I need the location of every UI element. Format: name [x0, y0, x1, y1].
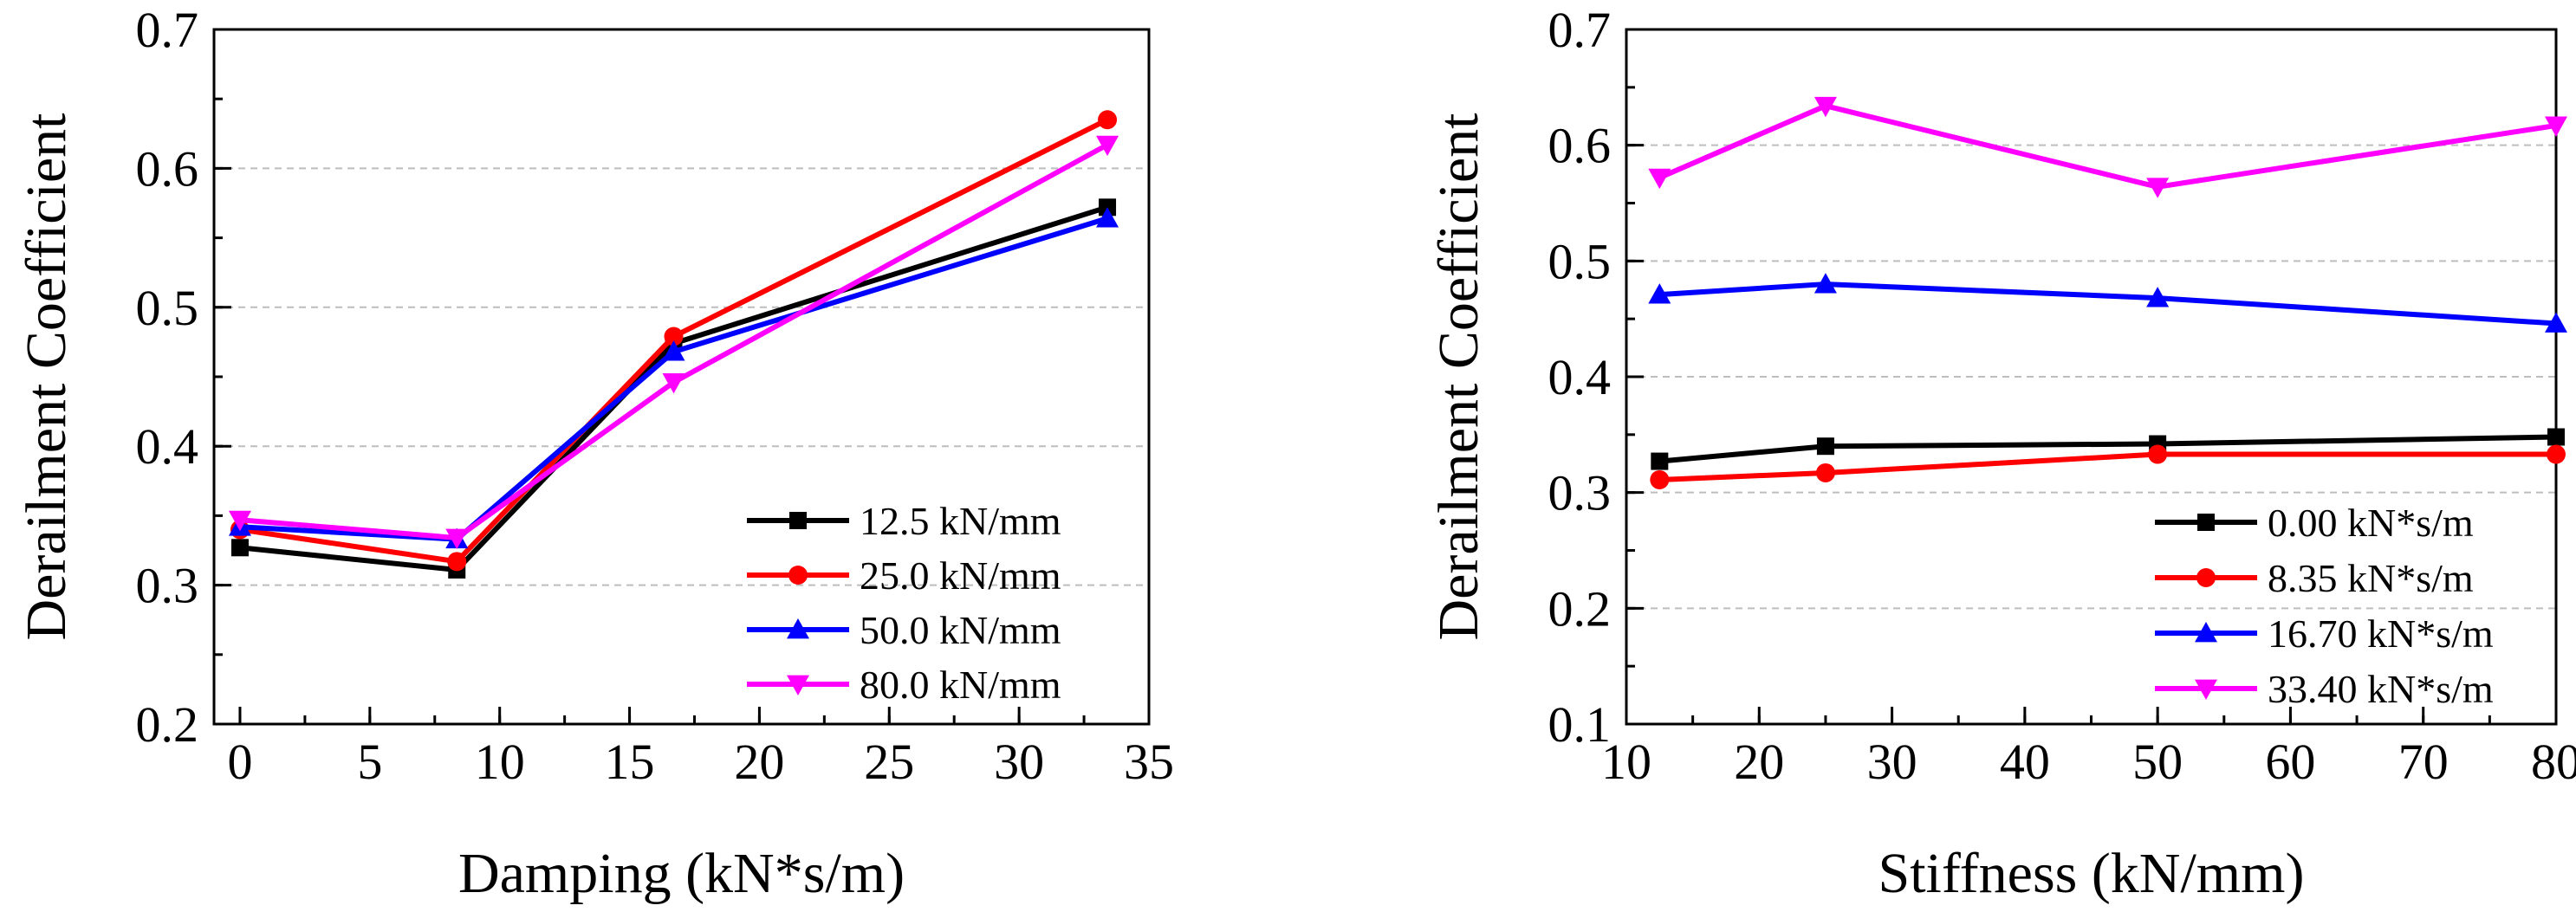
- data-point-s1-p1: [1815, 462, 1835, 482]
- y-tick-label: 0.2: [136, 696, 199, 753]
- data-point-s0-p0: [1651, 452, 1669, 470]
- series-line-2: [239, 216, 1108, 542]
- data-point-s2-p3: [2545, 312, 2567, 333]
- x-tick-label: 60: [2265, 734, 2315, 790]
- legend-label-3: 80.0 kN/mm: [860, 663, 1061, 707]
- series-line-0: [1659, 434, 2557, 464]
- x-tick-label: 25: [864, 734, 914, 790]
- legend-marker-3: [787, 675, 809, 695]
- data-point-s1-p2: [664, 327, 684, 346]
- plot-frame: [1625, 28, 2558, 726]
- data-point-s2-p1: [1814, 273, 1837, 294]
- y-axis-title: Derailment Coefficient: [1427, 113, 1490, 640]
- data-point-s3-p2: [2146, 178, 2170, 198]
- legend-label-0: 12.5 kN/mm: [860, 499, 1061, 543]
- x-tick-label: 5: [357, 734, 382, 790]
- x-tick-label: 40: [2000, 734, 2050, 790]
- y-tick-label: 0.5: [136, 280, 199, 336]
- x-tick-label: 70: [2398, 734, 2449, 790]
- y-tick-label: 0.4: [136, 418, 199, 475]
- series-line-1: [239, 117, 1109, 565]
- data-point-s2-p2: [2146, 287, 2170, 307]
- data-point-s1-p1: [447, 552, 467, 572]
- data-point-s3-p3: [2545, 116, 2567, 137]
- legend-label-2: 16.70 kN*s/m: [2268, 611, 2494, 656]
- data-point-s0-p1: [1816, 437, 1834, 456]
- y-tick-label: 0.5: [1548, 233, 1612, 289]
- legend-marker-2: [2195, 622, 2217, 643]
- x-tick-label: 50: [2132, 734, 2183, 790]
- x-tick-label: 20: [1734, 734, 1784, 790]
- legend-marker-1: [2196, 568, 2216, 587]
- series-line-0: [239, 204, 1108, 572]
- x-tick-label: 30: [994, 734, 1044, 790]
- y-tick-label: 0.2: [1548, 580, 1612, 637]
- data-point-s0-p3: [2547, 428, 2565, 446]
- x-axis-title: Damping (kN*s/m): [458, 842, 905, 905]
- data-point-s3-p0: [228, 510, 251, 532]
- legend-marker-0: [2197, 514, 2215, 531]
- y-tick-label: 0.6: [1548, 118, 1612, 174]
- series-line-2: [1659, 281, 2557, 327]
- x-tick-label: 20: [734, 734, 784, 790]
- data-point-s3-p2: [662, 373, 685, 394]
- series-line-1: [1659, 451, 2556, 482]
- series-line-3: [1658, 103, 2557, 190]
- data-point-s2-p0: [1648, 283, 1671, 304]
- data-point-s3-p0: [1648, 168, 1671, 190]
- legend-marker-0: [789, 512, 807, 529]
- y-tick-label: 0.1: [1548, 696, 1612, 753]
- y-axis-title: Derailment Coefficient: [15, 113, 78, 640]
- y-tick-label: 0.7: [1548, 2, 1612, 58]
- legend-label-3: 33.40 kN*s/m: [2268, 667, 2494, 711]
- series-line-3: [239, 142, 1109, 541]
- legend-marker-2: [787, 618, 809, 639]
- x-tick-label: 10: [475, 734, 525, 790]
- y-tick-label: 0.6: [136, 140, 199, 197]
- legend-marker-3: [2195, 679, 2217, 700]
- data-point-s3-p1: [445, 528, 469, 550]
- data-point-s3-p3: [1096, 135, 1119, 157]
- y-tick-label: 0.7: [136, 2, 199, 58]
- data-point-s3-p1: [1814, 96, 1837, 118]
- y-tick-label: 0.4: [1548, 349, 1612, 405]
- legend-label-1: 8.35 kN*s/m: [2268, 556, 2474, 600]
- x-axis-title: Stiffness (kN/mm): [1878, 842, 2305, 905]
- data-point-s0-p0: [230, 539, 249, 557]
- data-point-s1-p3: [1098, 110, 1118, 130]
- legend-label-1: 25.0 kN/mm: [860, 553, 1061, 598]
- plot-frame: [212, 28, 1151, 726]
- x-tick-label: 35: [1124, 734, 1174, 790]
- y-tick-label: 0.3: [136, 558, 199, 614]
- x-tick-label: 10: [1601, 734, 1651, 790]
- data-point-s1-p3: [2547, 444, 2566, 464]
- legend-label-0: 0.00 kN*s/m: [2268, 501, 2474, 545]
- stiffness-chart: 10 20 30 40 50 60 70 80 0.1 0.2 0.3 0.4 0.5 0.6 0.7 Sti…: [1427, 2, 2576, 905]
- x-tick-label: 0: [227, 734, 252, 790]
- data-point-s2-p2: [662, 340, 685, 361]
- damping-chart: 0 5 10 15 20 25 30 35 0.2 0.3 0.4 0.5 0.6 0.7 Damping …: [15, 2, 1174, 905]
- data-point-s1-p0: [1650, 469, 1670, 489]
- x-tick-label: 15: [605, 734, 655, 790]
- legend-marker-1: [788, 566, 808, 585]
- data-point-s1-p2: [2148, 444, 2168, 464]
- x-tick-label: 30: [1867, 734, 1917, 790]
- y-tick-label: 0.3: [1548, 465, 1612, 521]
- data-point-s2-p3: [1096, 207, 1119, 228]
- x-tick-label: 80: [2531, 734, 2576, 790]
- legend-label-2: 50.0 kN/mm: [860, 608, 1061, 652]
